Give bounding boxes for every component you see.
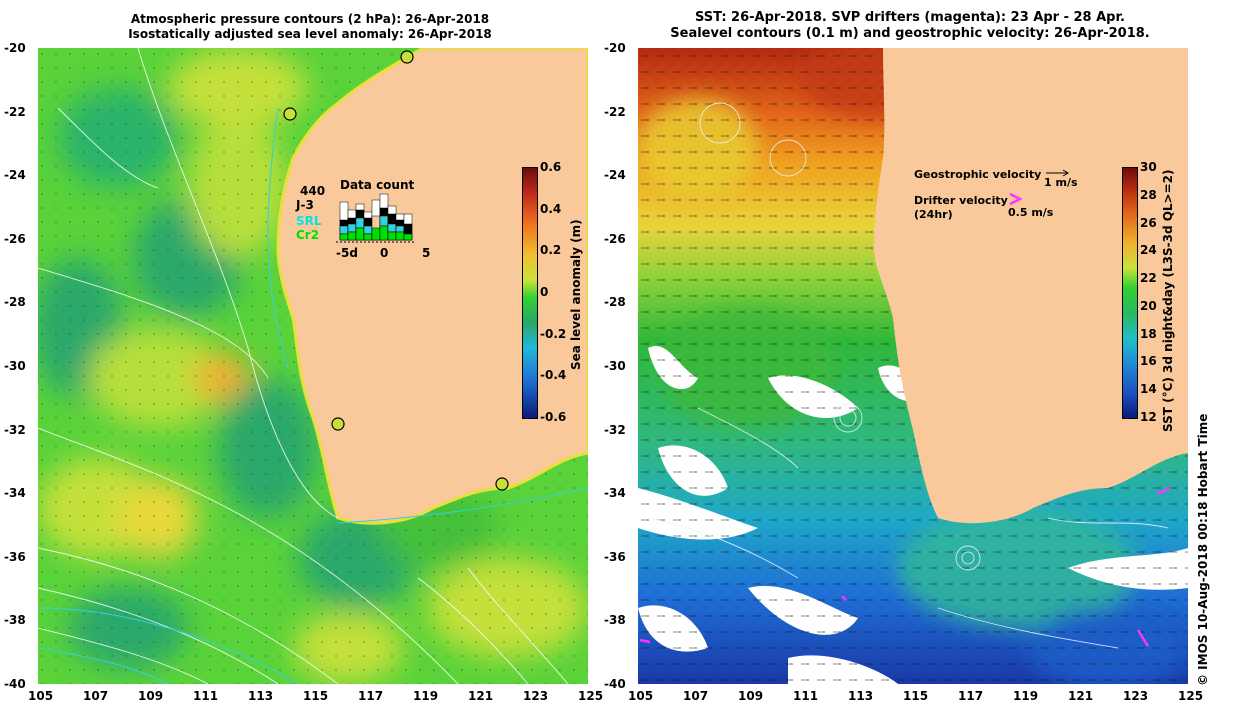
dc-tick-5: 5 — [422, 246, 431, 260]
colorbar-tick-label: -0.6 — [540, 410, 567, 424]
y-tick-label: -38 — [4, 613, 26, 628]
sat-label-j3: J-3 — [296, 198, 314, 212]
x-tick-label: 109 — [138, 689, 164, 703]
y-tick-label: -30 — [4, 359, 26, 373]
sat-label-440: 440 — [300, 184, 326, 198]
y-tick-label: -32 — [4, 422, 26, 437]
colorbar-tick-label: -0.4 — [540, 368, 567, 383]
y-tick-label: -28 — [604, 295, 626, 310]
y-tick-label: -22 — [4, 104, 26, 119]
geostrophic-arrow-icon — [1046, 169, 1069, 177]
colorbar-tick-label: -0.2 — [540, 326, 567, 341]
colorbar-tick-label: 0.4 — [540, 201, 562, 216]
sst-map[interactable] — [638, 48, 1188, 684]
y-tick-label: -32 — [604, 422, 626, 437]
right-title-line2: Sealevel contours (0.1 m) and geostrophi… — [670, 26, 1150, 41]
y-tick-label: -36 — [4, 549, 26, 564]
y-tick-label: -20 — [604, 41, 626, 55]
sla-map[interactable] — [38, 48, 588, 684]
right-title-line1: SST: 26-Apr-2018. SVP drifters (magenta)… — [695, 10, 1125, 25]
colorbar-tick-label: 18 — [1140, 326, 1157, 341]
colorbar-tick-label: 16 — [1140, 354, 1157, 369]
y-tick-label: -22 — [604, 104, 626, 119]
sst-colorbar-label: SST (°C) 3d night&day (L3S-3d QL>=2) — [1161, 169, 1175, 433]
x-tick-label: 107 — [83, 689, 109, 703]
x-tick-label: 113 — [848, 689, 874, 703]
sst-colorbar — [1122, 167, 1138, 419]
y-tick-label: -36 — [604, 549, 626, 564]
geostrophic-scale: 1 m/s — [1044, 176, 1078, 189]
x-tick-label: 109 — [738, 689, 764, 703]
dc-tick-0: 0 — [380, 246, 389, 260]
y-tick-label: -34 — [604, 486, 626, 501]
x-tick-label: 115 — [903, 689, 929, 703]
colorbar-tick-label: 30 — [1140, 160, 1157, 174]
x-tick-label: 107 — [683, 689, 709, 703]
colorbar-tick-label: 0 — [540, 285, 549, 299]
colorbar-tick-label: 0.2 — [540, 243, 562, 258]
x-tick-label: 117 — [958, 689, 984, 703]
x-tick-label: 121 — [1068, 689, 1094, 703]
left-title-line2: Isostatically adjusted sea level anomaly… — [128, 27, 492, 41]
y-tick-label: -40 — [4, 677, 26, 691]
geostrophic-label: Geostrophic velocity — [914, 168, 1042, 181]
australia-land-sst — [874, 48, 1188, 524]
x-tick-label: 111 — [193, 689, 219, 703]
x-tick-label: 123 — [1123, 689, 1149, 703]
dc-tick-neg5: -5d — [336, 246, 358, 260]
colorbar-tick-label: 28 — [1140, 187, 1157, 202]
drifter-label: Drifter velocity — [914, 194, 1008, 207]
velocity-legend: Geostrophic velocity 1 m/s Drifter veloc… — [912, 166, 1112, 226]
colorbar-tick-label: 20 — [1140, 298, 1157, 313]
y-tick-label: -24 — [604, 168, 626, 183]
x-tick-label: 111 — [793, 689, 819, 703]
data-count-inset: Data count 440 J-3 SRL Cr2 -5d 0 5 — [296, 176, 436, 266]
drifter-scale: 0.5 m/s — [1008, 206, 1054, 219]
colorbar-tick-label: 26 — [1140, 215, 1157, 230]
sst-map-svg — [638, 48, 1188, 684]
colorbar-tick-label: 22 — [1140, 271, 1157, 286]
colorbar-tick-label: 14 — [1140, 382, 1157, 397]
x-tick-label: 115 — [303, 689, 329, 703]
x-tick-label: 121 — [468, 689, 494, 703]
y-tick-label: -24 — [4, 168, 26, 183]
y-tick-label: -20 — [4, 41, 26, 55]
x-tick-label: 113 — [248, 689, 274, 703]
y-tick-label: -34 — [4, 486, 26, 501]
sat-label-srl: SRL — [296, 214, 322, 228]
x-tick-label: 125 — [578, 689, 604, 703]
x-tick-label: 105 — [28, 689, 54, 703]
sla-map-svg — [38, 48, 588, 684]
data-count-title: Data count — [340, 178, 415, 192]
sat-label-cr2: Cr2 — [296, 228, 320, 242]
y-tick-label: -38 — [604, 613, 626, 628]
drifter-label2: (24hr) — [914, 208, 953, 221]
sla-colorbar — [522, 167, 538, 419]
y-tick-label: -28 — [4, 295, 26, 310]
imos-credit: © IMOS 10-Aug-2018 00:18 Hobart Time — [1196, 413, 1210, 686]
y-tick-label: -30 — [604, 359, 626, 373]
colorbar-tick-label: 12 — [1140, 410, 1157, 424]
x-tick-label: 105 — [628, 689, 654, 703]
colorbar-tick-label: 0.6 — [540, 160, 562, 174]
x-tick-label: 119 — [1013, 689, 1039, 703]
australia-land — [276, 48, 588, 525]
y-tick-label: -26 — [4, 231, 26, 246]
x-tick-label: 123 — [523, 689, 549, 703]
y-tick-label: -40 — [604, 677, 626, 691]
sla-colorbar-label: Sea level anomaly (m) — [569, 219, 583, 370]
x-tick-label: 119 — [413, 689, 439, 703]
data-count-bars — [336, 193, 416, 243]
x-tick-label: 117 — [358, 689, 384, 703]
colorbar-tick-label: 24 — [1140, 243, 1157, 258]
left-title-line1: Atmospheric pressure contours (2 hPa): 2… — [130, 12, 490, 26]
x-tick-label: 125 — [1178, 689, 1204, 703]
y-tick-label: -26 — [604, 231, 626, 246]
drifter-arrow-icon — [1009, 192, 1023, 206]
